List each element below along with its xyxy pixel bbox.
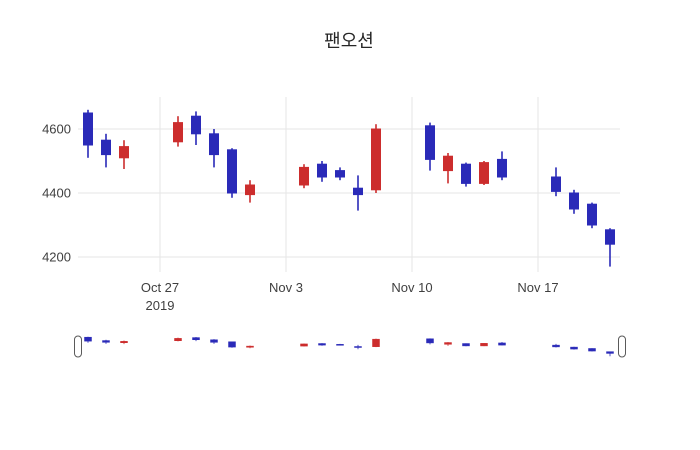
candle-body	[461, 163, 471, 184]
candle-body	[101, 139, 111, 156]
candle-body	[227, 149, 237, 194]
candle[interactable]	[569, 189, 579, 214]
mini-candle-body	[318, 343, 326, 346]
mini-candle-body	[300, 343, 308, 347]
candle[interactable]	[173, 116, 183, 147]
candle-body	[551, 176, 561, 192]
candle[interactable]	[461, 162, 471, 187]
candle-body	[353, 187, 363, 196]
candle[interactable]	[83, 109, 93, 158]
rangeslider-track[interactable]	[78, 332, 622, 360]
candle[interactable]	[443, 153, 453, 184]
candle-body	[479, 162, 489, 184]
candle[interactable]	[299, 164, 309, 189]
rangeslider-handle-right[interactable]	[618, 335, 626, 358]
candle-body	[443, 155, 453, 172]
mini-candle-body	[354, 346, 362, 348]
y-tick-label: 4200	[42, 250, 71, 265]
mini-candle-body	[174, 338, 182, 342]
gridlines	[78, 97, 620, 272]
mini-candle-body	[480, 343, 488, 347]
candle[interactable]	[335, 167, 345, 181]
candle[interactable]	[605, 228, 615, 267]
y-axis: 4600 4400 4200	[42, 122, 71, 265]
candles	[83, 109, 615, 267]
mini-candle-body	[102, 340, 110, 343]
x-tick-sublabel: 2019	[146, 298, 175, 313]
mini-candle-body	[372, 338, 380, 347]
x-axis: Oct 27 2019 Nov 3 Nov 10 Nov 17	[141, 280, 559, 313]
mini-candle-body	[210, 339, 218, 343]
mini-candle-body	[336, 344, 344, 346]
candle[interactable]	[479, 161, 489, 185]
x-tick-label: Nov 17	[517, 280, 558, 295]
candle-body	[245, 184, 255, 196]
candle-body	[119, 146, 129, 159]
candle-body	[335, 170, 345, 178]
x-tick-label: Nov 10	[391, 280, 432, 295]
mini-candle-body	[426, 338, 434, 344]
candle[interactable]	[497, 151, 507, 181]
candle-body	[605, 229, 615, 245]
candle[interactable]	[209, 129, 219, 168]
mini-candle-body	[444, 342, 452, 345]
mini-candle-body	[228, 341, 236, 348]
mini-candle-body	[570, 346, 578, 350]
y-tick-label: 4400	[42, 186, 71, 201]
candle[interactable]	[227, 148, 237, 198]
candle-body	[371, 128, 381, 191]
candle[interactable]	[245, 180, 255, 203]
mini-candle-body	[552, 344, 560, 348]
y-tick-label: 4600	[42, 122, 71, 137]
mini-candle-body	[120, 341, 128, 343]
chart-title: 팬오션	[324, 31, 374, 51]
mini-candle-body	[192, 337, 200, 341]
candle-body	[191, 115, 201, 135]
candle[interactable]	[353, 175, 363, 211]
mini-candle-body	[498, 342, 506, 346]
mini-candle-body	[84, 336, 92, 342]
candle[interactable]	[587, 202, 597, 229]
candle-body	[173, 122, 183, 143]
candle-body	[299, 166, 309, 186]
mini-candle-body	[606, 351, 614, 354]
candle[interactable]	[101, 133, 111, 168]
mini-candle-body	[588, 348, 596, 352]
candle[interactable]	[425, 122, 435, 171]
candle-body	[497, 158, 507, 178]
candle[interactable]	[371, 124, 381, 193]
candle[interactable]	[119, 140, 129, 169]
plot-area[interactable]	[78, 97, 620, 272]
candle-body	[425, 125, 435, 160]
x-tick-label: Oct 27	[141, 280, 179, 295]
rangeslider-mini-chart	[84, 336, 614, 357]
candle-body	[83, 112, 93, 146]
candle[interactable]	[317, 161, 327, 182]
candle-body	[587, 203, 597, 226]
candle-body	[209, 133, 219, 156]
x-tick-label: Nov 3	[269, 280, 303, 295]
candle-body	[569, 192, 579, 210]
rangeslider	[74, 332, 626, 360]
candle[interactable]	[191, 111, 201, 145]
candle-body	[317, 163, 327, 178]
candle[interactable]	[551, 167, 561, 197]
rangeslider-handle-left[interactable]	[74, 335, 82, 358]
mini-candle-body	[462, 343, 470, 347]
mini-candle-body	[246, 345, 254, 348]
